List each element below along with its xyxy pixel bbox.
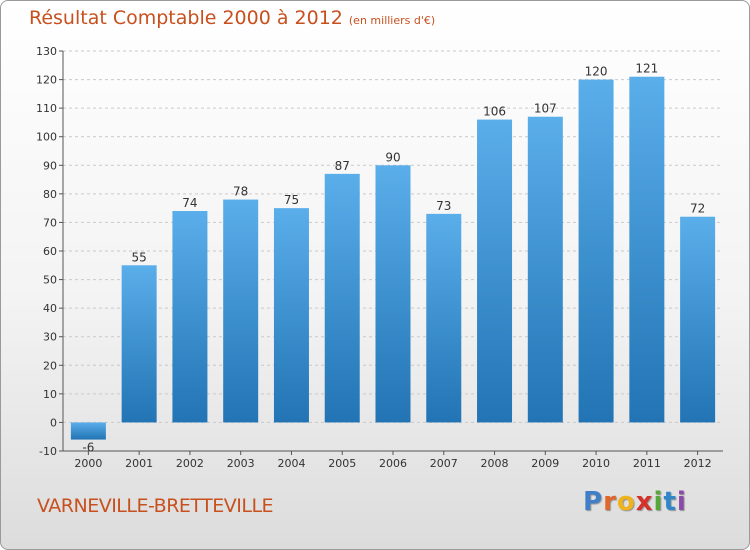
proxiti-logo: Proxiti [583,487,687,517]
bar [375,165,411,423]
x-tick-label: 2008 [481,457,509,470]
y-tick-label: 0 [50,416,57,429]
bar [426,213,462,423]
x-tick-label: 2006 [379,457,407,470]
x-tick-label: 2011 [633,457,661,470]
data-label: 78 [233,185,248,199]
y-tick-label: 120 [36,74,57,87]
bar [121,265,157,423]
bar [477,119,513,423]
bar [629,76,665,423]
x-tick-label: 2003 [227,457,255,470]
x-tick-label: 2009 [531,457,559,470]
x-tick-label: 2002 [176,457,204,470]
data-label: 121 [635,62,658,76]
x-tick-label: 2007 [430,457,458,470]
bar [70,422,106,440]
y-tick-label: 130 [36,45,57,58]
data-label: 87 [335,159,350,173]
logo-letter: o [616,487,636,517]
data-label: 120 [585,65,608,79]
bar [578,79,614,423]
y-tick-label: 30 [43,331,57,344]
data-label: 73 [436,199,451,213]
x-tick-label: 2005 [328,457,356,470]
x-tick-label: 2000 [74,457,102,470]
bar [527,116,563,423]
data-label: -6 [82,441,94,455]
y-tick-label: 80 [43,188,57,201]
y-tick-label: 50 [43,274,57,287]
chart-title: Résultat Comptable 2000 à 2012 (en millie… [29,7,435,29]
bar [273,208,309,423]
commune-name: VARNEVILLE-BRETTEVILLE [37,495,274,517]
y-tick-label: 20 [43,359,57,372]
chart-title-text: Résultat Comptable 2000 à 2012 [29,7,343,29]
bar [172,211,208,423]
logo-letter: r [603,487,617,517]
data-label: 107 [534,102,557,116]
y-tick-label: -10 [39,445,57,458]
y-tick-label: 60 [43,245,57,258]
data-label: 74 [182,196,197,210]
y-tick-label: 70 [43,216,57,229]
data-label: 90 [385,150,400,164]
x-tick-label: 2010 [582,457,610,470]
y-tick-label: 90 [43,159,57,172]
data-label: 75 [284,193,299,207]
logo-letter: x [635,487,654,517]
chart-subtitle: (en milliers d'€) [348,14,436,27]
x-tick-label: 2004 [277,457,305,470]
x-tick-label: 2012 [684,457,712,470]
y-tick-label: 110 [36,102,57,115]
bar [223,199,259,423]
data-label: 55 [132,250,147,264]
data-label: 106 [483,105,506,119]
logo-letter: i [653,487,664,517]
bar [324,173,360,423]
bar [680,216,716,423]
logo-letter: i [676,487,687,517]
y-tick-label: 40 [43,302,57,315]
y-tick-label: 100 [36,131,57,144]
data-label: 72 [690,202,705,216]
y-tick-label: 10 [43,388,57,401]
logo-letter: t [663,487,677,517]
x-tick-label: 2001 [125,457,153,470]
logo-letter: P [583,487,604,517]
